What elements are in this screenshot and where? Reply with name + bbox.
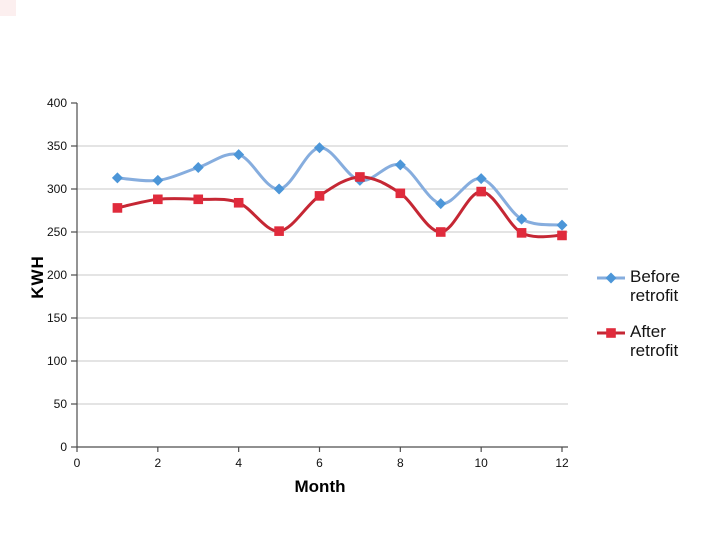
before-retrofit-legend-marker-icon: [597, 272, 625, 284]
data-point-series1-month7: [355, 172, 365, 182]
after-retrofit-legend-marker-icon: [597, 328, 625, 338]
data-point-series0-month10: [475, 173, 487, 185]
y-tick-label-50: 50: [53, 397, 67, 411]
data-point-series1-month12: [557, 230, 567, 241]
data-point-series1-month10: [476, 186, 486, 197]
legend-label-after-retrofit: After retrofit: [630, 322, 679, 360]
x-tick-label-12: 12: [555, 456, 569, 470]
legend-label-before-retrofit: Before retrofit: [630, 267, 681, 305]
data-point-series0-month8: [394, 159, 406, 171]
y-tick-label-350: 350: [46, 139, 67, 153]
legend-marker-0: [605, 272, 617, 284]
data-point-series0-month9: [435, 198, 447, 210]
y-tick-label-400: 400: [46, 96, 67, 110]
y-tick-label-200: 200: [46, 268, 67, 282]
data-point-series1-month9: [435, 227, 446, 237]
legend-marker-1: [606, 328, 616, 338]
legend: Before retrofit After retrofit: [597, 267, 694, 360]
data-point-series0-month3: [192, 162, 204, 173]
data-point-series0-month6: [314, 142, 325, 154]
series-line-1: [115, 175, 564, 239]
x-tick-label-2: 2: [154, 456, 162, 470]
data-point-series1-month8: [395, 188, 406, 199]
data-point-series0-month5: [273, 183, 285, 195]
y-tick-label-0: 0: [60, 440, 67, 454]
data-point-series0-month1: [111, 172, 123, 184]
x-axis-title: Month: [294, 477, 346, 496]
corner-artifact: [0, 0, 16, 16]
x-tick-label-10: 10: [474, 456, 488, 470]
data-point-series0-month12: [556, 219, 568, 231]
data-point-series1-month6: [314, 191, 325, 201]
y-tick-label-250: 250: [46, 225, 67, 239]
data-point-series1-month3: [193, 194, 204, 205]
legend-entry-after-retrofit: After retrofit: [597, 322, 694, 360]
x-tick-label-0: 0: [73, 456, 81, 470]
y-tick-label-100: 100: [46, 354, 67, 368]
data-point-series1-month1: [112, 203, 123, 213]
data-point-series0-month11: [516, 213, 528, 225]
series-line-0: [115, 146, 564, 227]
x-tick-label-6: 6: [316, 456, 323, 470]
x-tick-label-4: 4: [235, 456, 242, 470]
data-point-series1-month5: [274, 226, 284, 236]
y-tick-label-300: 300: [46, 182, 67, 196]
data-point-series0-month2: [152, 174, 164, 186]
x-tick-label-8: 8: [396, 456, 404, 470]
data-point-series1-month11: [516, 228, 527, 238]
data-point-series0-month4: [233, 149, 245, 161]
data-point-series1-month2: [153, 194, 163, 205]
legend-entry-before-retrofit: Before retrofit: [597, 267, 694, 305]
data-point-series1-month4: [233, 197, 244, 208]
y-tick-label-150: 150: [46, 311, 67, 325]
